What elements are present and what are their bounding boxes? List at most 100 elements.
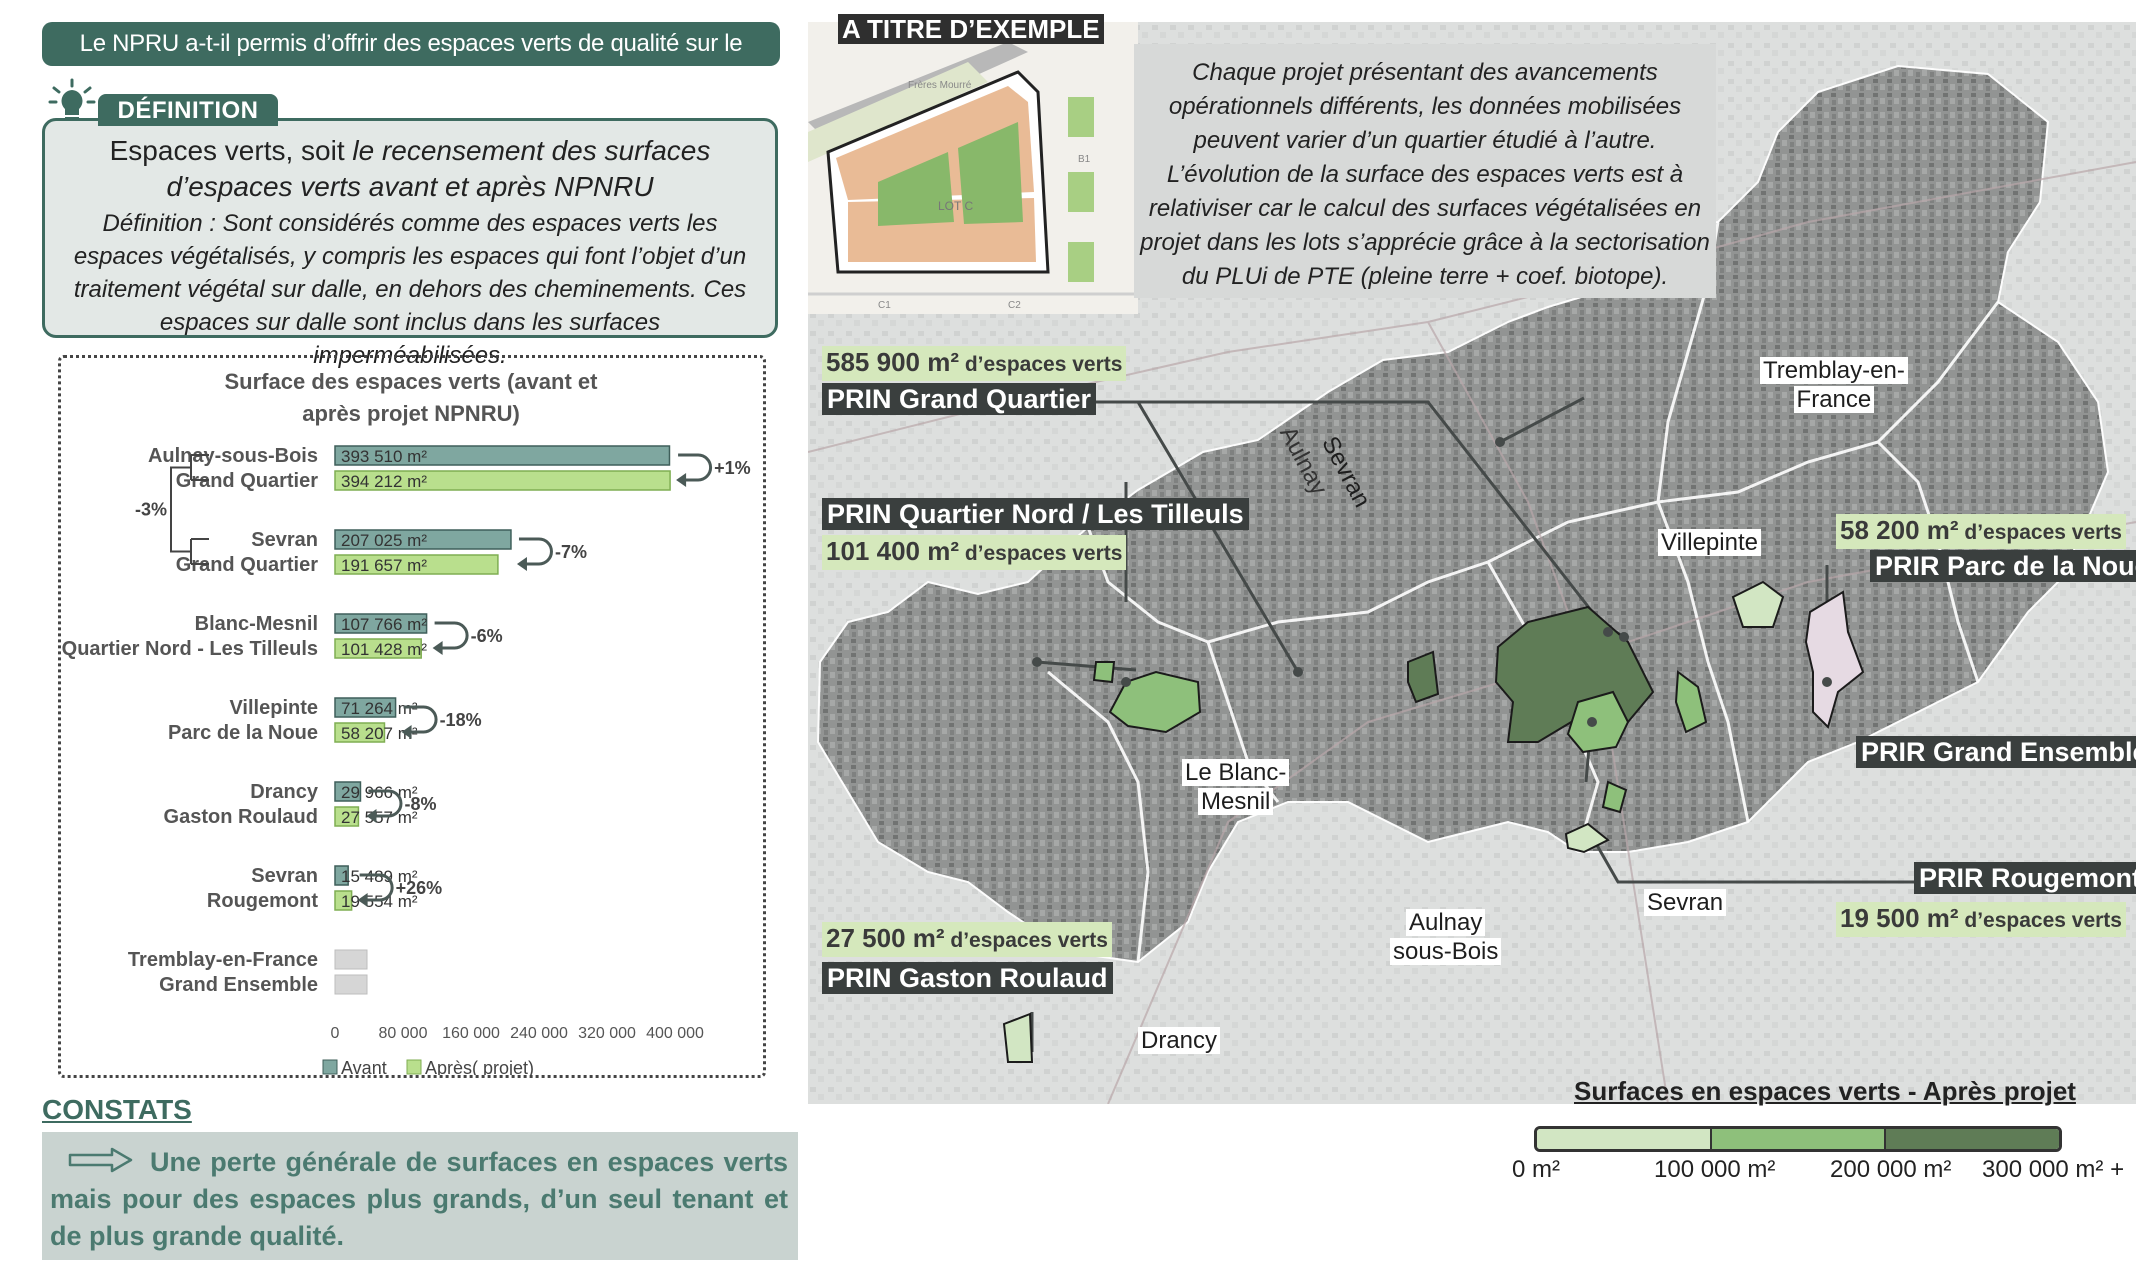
change-arrow bbox=[518, 537, 553, 566]
change-label: -18% bbox=[440, 710, 482, 730]
bar-empty bbox=[334, 949, 368, 970]
x-tick-label: 400 000 bbox=[646, 1025, 704, 1042]
category-label-line2: Grand Quartier bbox=[176, 554, 318, 576]
green-space-bar-chart: Surface des espaces verts (avant et aprè… bbox=[58, 355, 766, 1078]
change-arrowhead bbox=[516, 557, 527, 571]
map-legend-scale bbox=[1534, 1126, 2062, 1152]
green-space-noue bbox=[1731, 580, 1785, 628]
constats-title: CONSTATS bbox=[42, 1094, 192, 1125]
stat-tilleuls: 101 400 m² d’espaces verts bbox=[822, 535, 1127, 570]
change-label: -8% bbox=[404, 794, 436, 814]
city-label-blanc-mesnil: Le Blanc- Mesnil bbox=[1182, 758, 1290, 816]
category-label-line1: Blanc-Mesnil bbox=[195, 613, 318, 635]
change-label: -6% bbox=[471, 626, 503, 646]
legend-swatch-low bbox=[1537, 1129, 1712, 1149]
change-arrow bbox=[434, 621, 469, 650]
inset-b1-label: B1 bbox=[1078, 154, 1091, 165]
definition-text: Définition : Sont considérés comme des e… bbox=[73, 210, 747, 369]
green-space-rougemont bbox=[1564, 822, 1610, 854]
map-legend-title: Surfaces en espaces verts - Après projet bbox=[1574, 1076, 2076, 1106]
bar-value-label: 71 264 m² bbox=[341, 699, 418, 718]
change-arrowhead bbox=[432, 641, 443, 655]
category-label-line1: Aulnay-sous-Bois bbox=[148, 445, 318, 467]
change-arrowhead bbox=[366, 809, 377, 823]
legend-tick-1: 100 000 m² bbox=[1654, 1156, 1776, 1183]
x-tick-label: 320 000 bbox=[578, 1025, 636, 1042]
group-change-label: -3% bbox=[135, 500, 167, 520]
bar-avant bbox=[334, 865, 349, 886]
change-arrow bbox=[359, 873, 394, 902]
legend-swatch-avant bbox=[322, 1059, 338, 1075]
category-label-line1: Sevran bbox=[251, 529, 318, 551]
site-label-noue: PRIR Parc de la Noue bbox=[1870, 550, 2136, 582]
definition-title: Espaces verts, soit le recensement des s… bbox=[109, 135, 711, 202]
stat-gaston: 27 500 m² d’espaces verts bbox=[822, 922, 1112, 957]
stat-noue: 58 200 m² d’espaces verts bbox=[1836, 514, 2126, 549]
change-arrowhead bbox=[676, 473, 687, 487]
stat-grand-quartier: 585 900 m² d’espaces verts bbox=[822, 346, 1127, 381]
bar-avant bbox=[334, 529, 512, 550]
bar-empty bbox=[334, 974, 368, 995]
bar-value-label: 207 025 m² bbox=[341, 531, 427, 550]
map-note: Chaque projet présentant des avancements… bbox=[1134, 44, 1716, 298]
change-arrow bbox=[403, 705, 438, 734]
city-label-villepinte: Villepinte bbox=[1658, 528, 1761, 557]
legend-label-apres: Après( projet) bbox=[425, 1058, 534, 1075]
chart-canvas: Aulnay-sous-Bois Grand Quartier 393 510 m²… bbox=[62, 445, 751, 1075]
inset-street-label: Frères Mourré bbox=[908, 80, 972, 91]
inset-c1-label: C1 bbox=[878, 300, 891, 311]
inset-lot-label: LOT C bbox=[938, 199, 973, 213]
bar-avant bbox=[334, 445, 671, 466]
green-space-grand-ensemble bbox=[1804, 590, 1865, 729]
bar-apres bbox=[334, 470, 671, 491]
x-tick-label: 160 000 bbox=[442, 1025, 500, 1042]
city-label-tremblay: Tremblay-en- France bbox=[1760, 356, 1908, 414]
site-label-rougemont: PRIR Rougemont bbox=[1914, 862, 2136, 894]
bar-avant bbox=[334, 781, 362, 802]
category-label-line2: Rougemont bbox=[207, 890, 318, 912]
category-label-line2: Gaston Roulaud bbox=[164, 806, 318, 828]
bar-apres bbox=[334, 806, 360, 827]
city-label-aulnay: Aulnay sous-Bois bbox=[1390, 908, 1502, 966]
category-label-line1: Tremblay-en-France bbox=[128, 949, 318, 971]
example-plan: LOT C Frères Mourré B1 C1 C2 bbox=[808, 22, 1138, 314]
legend-tick-0: 0 m² bbox=[1512, 1156, 1560, 1183]
x-tick-label: 80 000 bbox=[379, 1025, 428, 1042]
legend-tick-2: 200 000 m² bbox=[1830, 1156, 1952, 1183]
definition-tab: DÉFINITION bbox=[98, 94, 278, 126]
bar-value-label: 393 510 m² bbox=[341, 447, 427, 466]
category-label-line2: Quartier Nord - Les Tilleuls bbox=[62, 638, 318, 660]
category-label-line2: Grand Quartier bbox=[176, 470, 318, 492]
change-arrow bbox=[368, 789, 403, 818]
constats-text: Une perte générale de surfaces en espace… bbox=[50, 1147, 788, 1251]
category-label-line2: Grand Ensemble bbox=[159, 974, 318, 996]
category-label-line2: Parc de la Noue bbox=[168, 722, 318, 744]
bar-apres bbox=[334, 722, 386, 743]
site-label-tilleuls: PRIN Quartier Nord / Les Tilleuls bbox=[822, 498, 1249, 530]
legend-label-avant: Avant bbox=[341, 1058, 387, 1075]
site-label-grand-quartier: PRIN Grand Quartier bbox=[822, 383, 1097, 415]
x-tick-label: 0 bbox=[331, 1025, 340, 1042]
green-space-gaston bbox=[1002, 1012, 1034, 1063]
category-label-line1: Drancy bbox=[250, 781, 319, 803]
chart-title: Surface des espaces verts (avant et aprè… bbox=[224, 369, 598, 426]
site-label-gaston: PRIN Gaston Roulaud bbox=[822, 962, 1113, 994]
bar-value-label: 394 212 m² bbox=[341, 472, 427, 491]
x-tick-label: 240 000 bbox=[510, 1025, 568, 1042]
definition-box: Espaces verts, soit le recensement des s… bbox=[42, 118, 778, 369]
bracket-group bbox=[170, 466, 191, 553]
change-arrowhead bbox=[357, 893, 368, 907]
bar-value-label: 58 207 m² bbox=[341, 724, 418, 743]
bar-apres bbox=[334, 554, 499, 575]
question-banner: Le NPRU a-t-il permis d’offrir des espac… bbox=[42, 22, 780, 101]
inset-c2-label: C2 bbox=[1008, 300, 1021, 311]
bar-apres bbox=[334, 638, 422, 659]
inset-title: A TITRE D’EXEMPLE bbox=[838, 14, 1104, 44]
legend-tick-3: 300 000 m² + bbox=[1982, 1156, 2125, 1183]
territory-shape bbox=[816, 64, 2110, 964]
bar-value-label: 107 766 m² bbox=[341, 615, 427, 634]
bar-avant bbox=[334, 613, 428, 634]
bar-apres bbox=[334, 890, 353, 911]
city-label-sevran: Sevran bbox=[1644, 888, 1727, 917]
change-label: -7% bbox=[555, 542, 587, 562]
